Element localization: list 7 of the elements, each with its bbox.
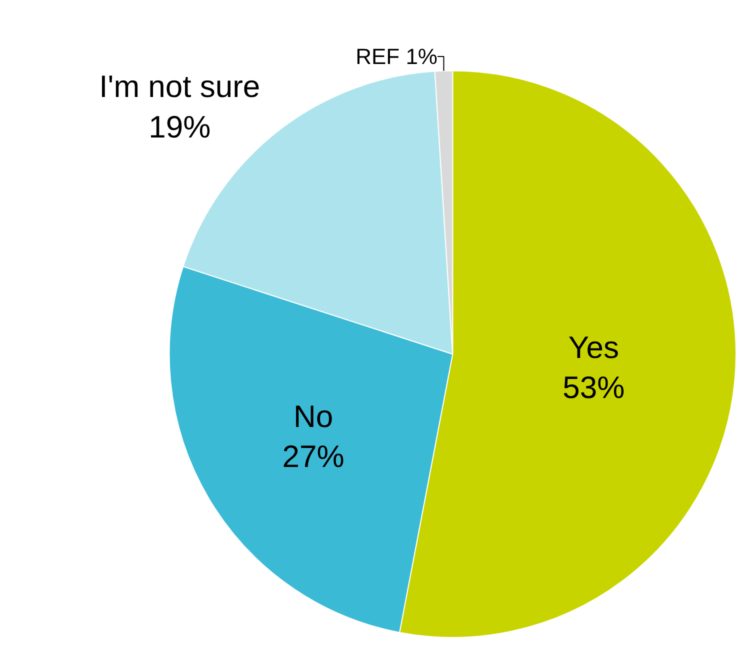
slice-label: REF 1% xyxy=(356,44,438,70)
slice-label: No xyxy=(293,398,334,434)
data-label: 19% xyxy=(148,109,211,144)
slice-label: I'm not sure xyxy=(99,69,260,104)
data-label: 27% xyxy=(282,439,344,474)
slice-label: Yes xyxy=(568,330,619,365)
data-label: 53% xyxy=(562,370,625,406)
